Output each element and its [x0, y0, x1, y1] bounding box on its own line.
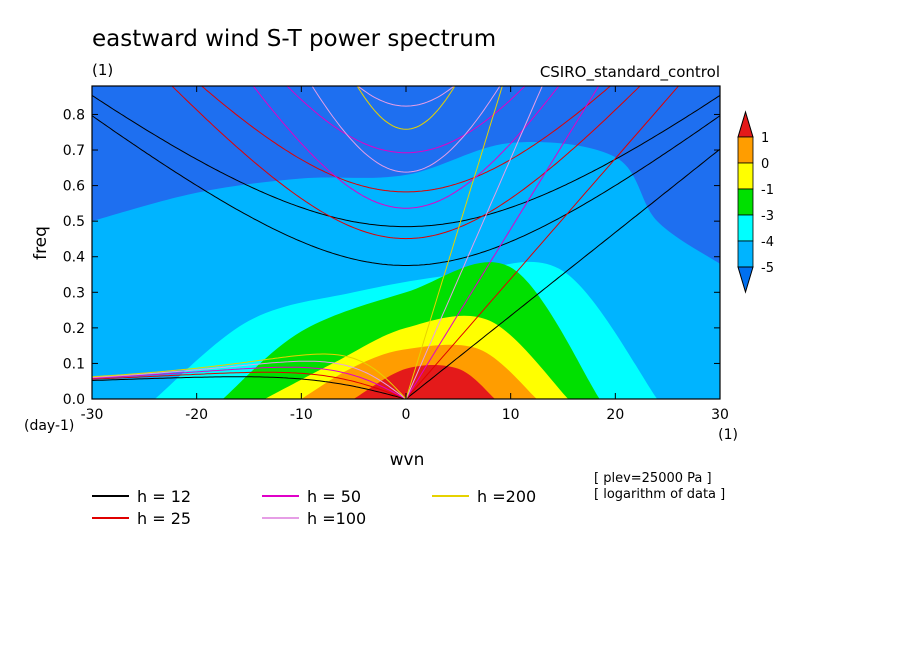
- y-axis-label: freq: [31, 226, 51, 260]
- contour-fills: [92, 86, 720, 399]
- chart-title: eastward wind S-T power spectrum: [92, 26, 496, 52]
- annotation-log: [ logarithm of data ]: [594, 487, 725, 502]
- colorbar-label: -3: [761, 209, 774, 224]
- y-tick-label: 0.5: [63, 214, 85, 230]
- dispersion-curve-h50-3: [92, 366, 407, 399]
- y-tick-label: 0.6: [63, 179, 85, 195]
- colorbar-segment: [737, 162, 754, 190]
- x-tick-label: -10: [290, 407, 313, 423]
- dispersion-curve-h12-3: [92, 376, 407, 399]
- legend-label-h12: h = 12: [137, 487, 191, 506]
- x-tick-label: 30: [711, 407, 729, 423]
- dispersion-curve-h100-1: [311, 86, 501, 173]
- dispersion-curve-h50-2: [286, 86, 526, 154]
- y-tick-label: 0.3: [63, 285, 85, 301]
- legend-label-h200: h =200: [477, 487, 536, 506]
- plot-area: [92, 86, 720, 399]
- colorbar-label: -1: [761, 183, 774, 198]
- annotation-plev: [ plev=25000 Pa ]: [594, 471, 712, 486]
- colorbar-label: 0: [761, 157, 769, 172]
- x-tick-label: -30: [81, 407, 104, 423]
- colorbar-arrow-bottom: [737, 266, 754, 294]
- dispersion-curve-h25-1: [171, 86, 641, 240]
- x-axis-label: wvn: [390, 450, 425, 470]
- colorbar-arrow-top: [737, 110, 754, 138]
- dispersion-curve-h25-0: [405, 86, 680, 399]
- subtitle-left: (1): [92, 61, 113, 79]
- x-tick-label: 20: [606, 407, 624, 423]
- dispersion-curve-h25-2: [200, 86, 612, 193]
- y-tick-label: 0.4: [63, 250, 85, 266]
- x-tick-label: -20: [185, 407, 208, 423]
- x-axis: -30 -20 -10 0 10 20 30: [81, 86, 729, 423]
- x-tick-label: 10: [502, 407, 520, 423]
- dispersion-curve-h100-2: [357, 86, 455, 107]
- y-axis: 0.0 0.1 0.2 0.3 0.4 0.5 0.6 0.7 0.8: [63, 107, 720, 408]
- colorbar-label: -4: [761, 235, 774, 250]
- dispersion-curve-h12-0: [405, 148, 720, 399]
- colorbar: 1 0 -1 -3 -4 -5: [737, 110, 774, 294]
- legend-label-h100: h =100: [307, 509, 366, 528]
- dispersion-curve-h50-0: [405, 86, 600, 399]
- colorbar-segment: [737, 214, 754, 242]
- y-tick-label: 0.1: [63, 356, 85, 372]
- colorbar-segment: [737, 136, 754, 164]
- y-tick-label: 0.7: [63, 143, 85, 159]
- dispersion-curve-h200-1: [356, 86, 456, 130]
- dispersion-curve-h12-1: [92, 115, 720, 266]
- colorbar-segment: [737, 240, 754, 268]
- dispersion-curve-h50-1: [252, 86, 560, 209]
- colorbar-segment: [737, 188, 754, 216]
- y-unit-label: (day-1): [24, 418, 74, 434]
- colorbar-label: 1: [761, 131, 769, 146]
- x-unit-label: (1): [718, 427, 738, 443]
- dispersion-curves: [92, 86, 720, 399]
- subtitle-right: CSIRO_standard_control: [540, 63, 720, 82]
- legend-label-h25: h = 25: [137, 509, 191, 528]
- legend: h = 12 h = 25 h = 50 h =100 h =200: [92, 487, 536, 528]
- dispersion-curve-h25-3: [92, 371, 407, 399]
- dispersion-curve-h100-0: [405, 86, 543, 399]
- colorbar-label: -5: [761, 261, 774, 276]
- dispersion-curve-h200-0: [405, 86, 503, 399]
- y-tick-label: 0.2: [63, 321, 85, 337]
- y-tick-label: 0.8: [63, 107, 85, 123]
- dispersion-curve-h200-3: [92, 353, 407, 399]
- x-tick-label: 0: [402, 407, 411, 423]
- dispersion-curve-h100-3: [92, 360, 407, 399]
- y-tick-label: 0.0: [63, 392, 85, 408]
- legend-label-h50: h = 50: [307, 487, 361, 506]
